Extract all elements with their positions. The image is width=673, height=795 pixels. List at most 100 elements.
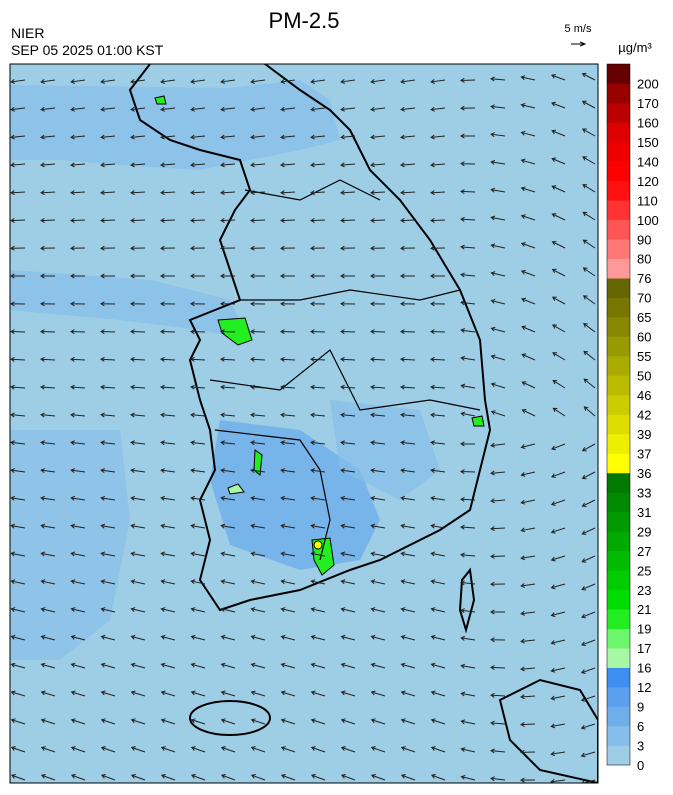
wind-arrow: [280, 134, 296, 140]
wind-arrow: [130, 273, 146, 279]
wind-arrow: [520, 75, 536, 81]
wind-arrow: [370, 301, 386, 307]
wind-arrow: [100, 440, 116, 446]
wind-arrow: [40, 329, 56, 335]
wind-arrow: [550, 751, 566, 757]
wind-arrow: [582, 156, 596, 165]
wind-arrow: [190, 356, 206, 362]
wind-arrow: [160, 579, 176, 585]
wind-arrow: [370, 662, 386, 669]
wind-arrow: [490, 553, 506, 559]
wind-arrow: [100, 301, 116, 307]
wind-arrow: [551, 213, 566, 221]
wind-arrow: [460, 189, 476, 195]
wind-arrow: [582, 184, 596, 193]
colorbar-swatch: [607, 122, 630, 143]
wind-arrow: [520, 471, 536, 477]
wind-arrow: [580, 695, 596, 702]
wind-arrow: [280, 523, 296, 529]
wind-arrow: [220, 134, 236, 140]
wind-arrow: [130, 190, 146, 196]
wind-arrow: [460, 524, 476, 530]
wind-arrow: [130, 356, 146, 362]
wind-arrow: [160, 162, 176, 168]
wind-arrow: [340, 412, 356, 418]
wind-arrow: [490, 692, 506, 698]
wind-arrow: [370, 718, 386, 725]
wind-arrow: [460, 774, 476, 781]
wind-arrow: [250, 217, 266, 223]
wind-arrow: [10, 690, 26, 697]
wind-arrow: [250, 79, 266, 84]
wind-arrow: [160, 384, 176, 390]
wind-arrow: [70, 162, 86, 168]
wind-arrow: [310, 245, 326, 251]
wind-arrow: [100, 662, 116, 669]
wind-arrow: [370, 607, 386, 613]
wind-arrow: [100, 190, 116, 196]
wind-arrow: [430, 356, 446, 362]
wind-arrow: [490, 215, 506, 221]
wind-arrow: [250, 523, 266, 529]
wind-arrow: [70, 579, 86, 585]
colorbar-swatch: [607, 83, 630, 104]
wind-arrow: [460, 552, 476, 558]
wind-arrow: [190, 217, 206, 223]
wind-arrow: [250, 162, 266, 168]
wind-arrow: [460, 719, 476, 725]
wind-arrow: [220, 329, 236, 335]
wind-arrow: [100, 79, 116, 84]
colorbar-swatch: [607, 745, 630, 766]
wind-arrow: [520, 749, 536, 755]
island: [458, 567, 476, 634]
wind-arrow: [582, 211, 596, 221]
wind-arrow: [310, 106, 326, 112]
wind-arrow: [130, 134, 146, 140]
wind-arrow: [10, 607, 26, 613]
wind-arrow: [490, 271, 506, 277]
wind-arrow: [430, 412, 446, 418]
wind-arrow: [190, 301, 206, 307]
wind-arrow: [280, 746, 296, 753]
wind-arrow: [430, 329, 446, 335]
wind-arrow: [70, 412, 86, 418]
wind-arrow: [70, 718, 86, 725]
wind-arrow: [220, 495, 236, 501]
wind-arrow: [430, 495, 446, 501]
wind-arrow: [130, 551, 146, 557]
colorbar-label: 16: [637, 661, 651, 676]
colorbar-swatch: [607, 336, 630, 357]
wind-arrow: [70, 773, 86, 781]
wind-arrow: [310, 607, 326, 613]
wind-arrow: [160, 662, 176, 669]
colorbar-swatch: [607, 687, 630, 707]
wind-arrow: [520, 269, 536, 277]
wind-arrow: [430, 468, 446, 474]
wind-arrow: [551, 129, 566, 137]
wind-arrow: [400, 773, 416, 781]
wind-arrow: [40, 273, 56, 279]
wind-arrow: [520, 499, 536, 505]
wind-arrow: [10, 79, 26, 84]
wind-arrow: [400, 440, 416, 446]
wind-arrow: [460, 328, 476, 333]
wind-arrow: [40, 551, 56, 557]
wind-arrow: [550, 499, 566, 506]
wind-arrow: [190, 440, 206, 446]
wind-arrow: [460, 244, 476, 250]
wind-arrow: [400, 412, 416, 418]
wind-arrow: [280, 106, 296, 112]
wind-arrow: [40, 773, 56, 781]
wind-arrow: [190, 607, 206, 613]
wind-arrow: [490, 720, 506, 726]
wind-arrow: [310, 690, 326, 697]
wind-arrow: [430, 579, 446, 585]
colorbar-swatch: [607, 628, 630, 649]
wind-arrow: [580, 723, 596, 730]
wind-arrow: [370, 495, 386, 501]
wind-arrow: [430, 607, 446, 613]
wind-arrow: [430, 384, 446, 390]
colorbar-swatch: [607, 492, 630, 513]
wind-arrow: [40, 746, 56, 753]
wind-arrow: [581, 499, 596, 508]
